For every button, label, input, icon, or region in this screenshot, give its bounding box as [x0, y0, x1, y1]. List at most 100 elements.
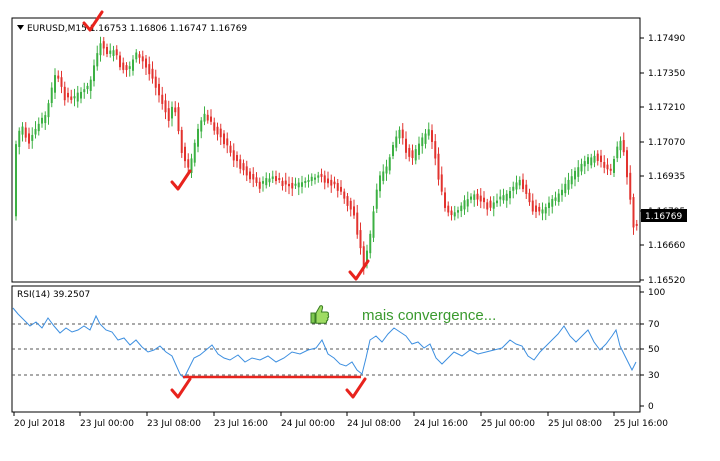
- candle-body: [356, 212, 359, 235]
- time-tick-label: 25 Jul 16:00: [614, 419, 668, 429]
- candle-body: [164, 100, 167, 113]
- candle-body: [187, 159, 190, 168]
- candle-body: [57, 75, 60, 79]
- price-panel[interactable]: [11, 17, 641, 283]
- candle-body: [379, 175, 381, 192]
- candle-body: [512, 186, 515, 191]
- time-tick-label: 23 Jul 16:00: [214, 419, 268, 429]
- candle-body: [206, 114, 209, 121]
- candle-body: [128, 66, 131, 69]
- candle-body: [31, 134, 34, 141]
- candle-body: [161, 94, 164, 104]
- candle-body: [154, 76, 157, 88]
- candle-body: [577, 167, 580, 177]
- candle-body: [236, 155, 238, 162]
- candle-body: [76, 92, 79, 102]
- candle-body: [252, 173, 255, 180]
- candle-body: [54, 75, 56, 93]
- price-axis: 1.17490 1.17350 1.17210 1.17070 1.16935 1.167…: [640, 34, 685, 286]
- candle-body: [67, 92, 69, 98]
- time-tick-label: 25 Jul 00:00: [481, 419, 535, 429]
- candle-body: [177, 107, 180, 132]
- rsi-tick-label: 70: [648, 320, 660, 330]
- candle-body: [37, 123, 40, 132]
- candle-body: [145, 58, 147, 68]
- candle-body: [255, 177, 258, 183]
- check-marks: [82, 10, 370, 399]
- candle-body: [275, 176, 277, 182]
- rsi-tick-label: 0: [648, 402, 654, 412]
- rsi-tick-label: 100: [648, 288, 665, 298]
- price-tick-label: 1.17210: [648, 103, 685, 113]
- candle-body: [99, 43, 102, 56]
- candle-body: [554, 197, 557, 201]
- candle-body: [112, 50, 115, 56]
- candle-body: [382, 171, 385, 181]
- candle-body: [411, 150, 414, 159]
- candle-body: [336, 183, 339, 191]
- candle-body: [440, 174, 443, 192]
- time-tick-label: 23 Jul 00:00: [80, 419, 134, 429]
- candle-body: [320, 173, 323, 177]
- candle-body: [330, 179, 333, 186]
- check-mark-icon: [82, 10, 104, 32]
- candle-body: [125, 65, 128, 71]
- candle-body: [463, 200, 466, 210]
- candle-body: [616, 146, 619, 159]
- candle-body: [203, 113, 206, 122]
- candle-body: [603, 162, 606, 168]
- candle-body: [18, 130, 21, 147]
- candle-body: [635, 223, 638, 226]
- candlestick-series: [15, 36, 638, 275]
- candle-body: [301, 182, 303, 187]
- candle-body: [265, 178, 268, 186]
- candle-body: [593, 155, 596, 163]
- candle-body: [70, 96, 73, 100]
- candle-body: [492, 202, 495, 209]
- candle-body: [626, 150, 628, 178]
- candle-body: [369, 233, 372, 254]
- candle-body: [421, 137, 424, 147]
- current-price-label: 1.16769: [645, 212, 682, 222]
- candle-body: [544, 207, 547, 214]
- rsi-line: [12, 307, 637, 379]
- candle-body: [437, 153, 440, 180]
- candle-body: [366, 250, 368, 263]
- time-axis: 20 Jul 2018 23 Jul 00:00 23 Jul 08:00 23 Ju…: [13, 412, 668, 429]
- candle-body: [148, 64, 151, 75]
- candle-body: [41, 117, 43, 124]
- time-tick-label: 24 Jul 16:00: [414, 419, 468, 429]
- candle-body: [271, 176, 274, 179]
- annotation-text: mais convergence...: [362, 307, 496, 324]
- candle-body: [496, 200, 498, 204]
- candle-body: [580, 163, 583, 172]
- candle-body: [106, 46, 108, 55]
- candle-body: [470, 196, 472, 200]
- candle-body: [73, 96, 76, 99]
- candle-body: [561, 189, 563, 196]
- candle-body: [444, 192, 446, 208]
- candle-body: [132, 59, 134, 71]
- candle-body: [447, 205, 450, 213]
- candle-body: [197, 128, 199, 147]
- candle-body: [486, 202, 489, 210]
- candle-body: [548, 202, 550, 209]
- candle-body: [268, 178, 271, 183]
- check-mark-icon: [348, 259, 370, 281]
- candle-body: [505, 193, 508, 201]
- candle-body: [151, 68, 154, 79]
- candle-body: [34, 128, 37, 135]
- candle-body: [213, 122, 216, 131]
- candle-body: [24, 127, 27, 138]
- candle-body: [226, 138, 229, 146]
- symbol-info: EURUSD,M15 1.16753 1.16806 1.16747 1.167…: [27, 24, 247, 34]
- price-tick-label: 1.17070: [648, 138, 685, 148]
- candle-body: [83, 89, 86, 93]
- candle-body: [567, 179, 570, 190]
- candle-body: [245, 166, 248, 176]
- candle-body: [359, 230, 362, 249]
- candle-body: [184, 146, 186, 162]
- candle-body: [288, 183, 290, 187]
- rsi-axis: 100 70 50 30 0: [640, 288, 665, 412]
